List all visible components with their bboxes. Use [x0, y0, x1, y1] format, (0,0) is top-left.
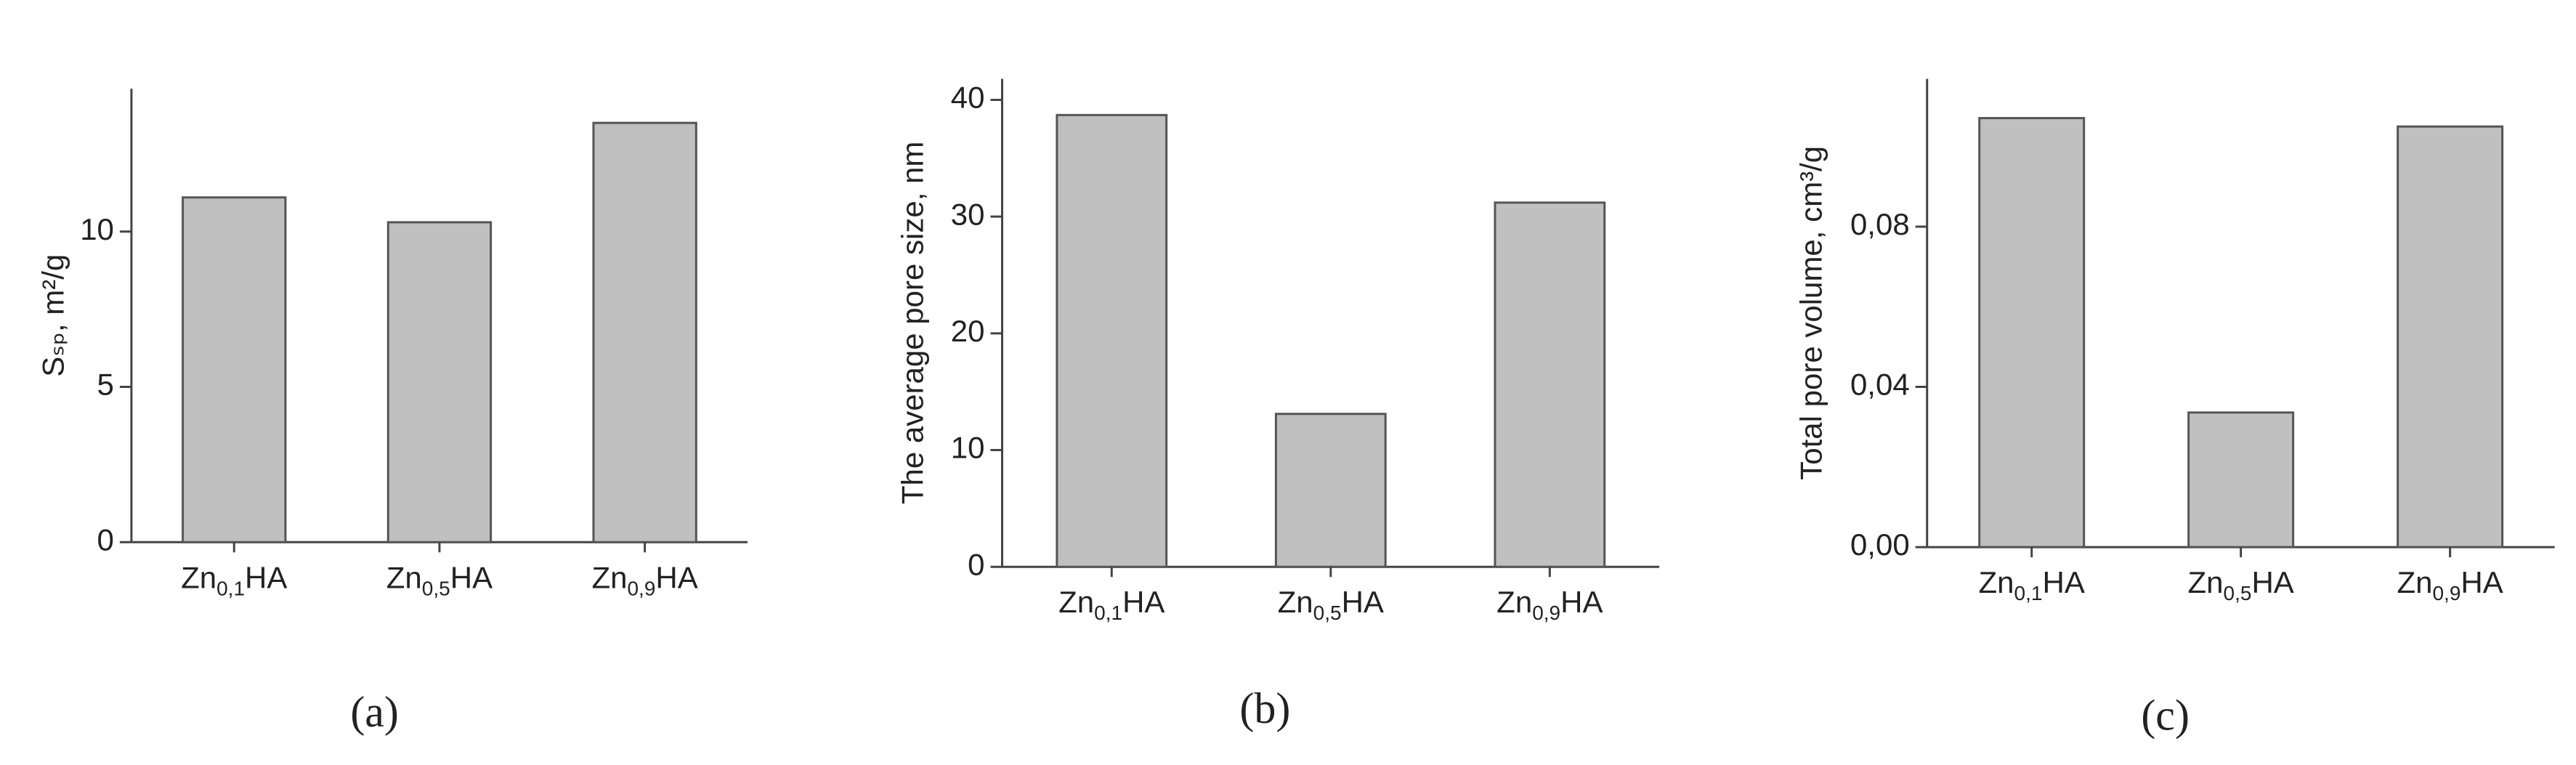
y-tick-label: 0: [968, 547, 984, 581]
bar: [1056, 113, 1168, 568]
bar: [2397, 125, 2504, 549]
y-tick-label: 30: [951, 197, 985, 231]
y-axis-label: The average pore size, nm: [895, 142, 929, 505]
y-axis-label: Sₛₚ, m²/g: [36, 254, 70, 377]
y-tick-label: 10: [951, 431, 985, 465]
bar: [1274, 413, 1387, 568]
x-tick-label: Zn0,5HA: [2188, 565, 2294, 604]
x-tick-label: Zn0,1HA: [1979, 565, 2085, 604]
y-tick-label: 0: [97, 522, 114, 556]
bar: [2187, 411, 2295, 549]
caption: (a): [350, 688, 399, 736]
x-tick-label: Zn0,9HA: [591, 560, 697, 599]
x-tick-label: Zn0,9HA: [2397, 565, 2503, 604]
y-tick-label: 5: [97, 368, 114, 402]
y-tick-label: 0,08: [1850, 207, 1910, 241]
x-tick-label: Zn0,1HA: [181, 560, 287, 599]
bar: [1494, 201, 1606, 568]
x-tick-label: Zn0,1HA: [1058, 585, 1165, 624]
bar: [592, 121, 697, 543]
y-tick-label: 0,04: [1850, 368, 1910, 402]
bar: [1978, 117, 2086, 549]
y-axis-label: Total pore volume, cm³/g: [1794, 146, 1828, 480]
caption: (b): [1239, 684, 1290, 732]
y-tick-label: 40: [951, 81, 985, 115]
y-tick-label: 10: [80, 212, 114, 246]
x-tick-label: Zn0,5HA: [1278, 585, 1384, 624]
x-tick-label: Zn0,5HA: [386, 560, 493, 599]
bar: [386, 221, 493, 543]
caption: (c): [2141, 691, 2190, 739]
y-tick-label: 0,00: [1850, 527, 1910, 562]
y-tick-label: 20: [951, 314, 985, 348]
x-tick-label: Zn0,9HA: [1496, 585, 1603, 624]
bar: [182, 196, 287, 543]
